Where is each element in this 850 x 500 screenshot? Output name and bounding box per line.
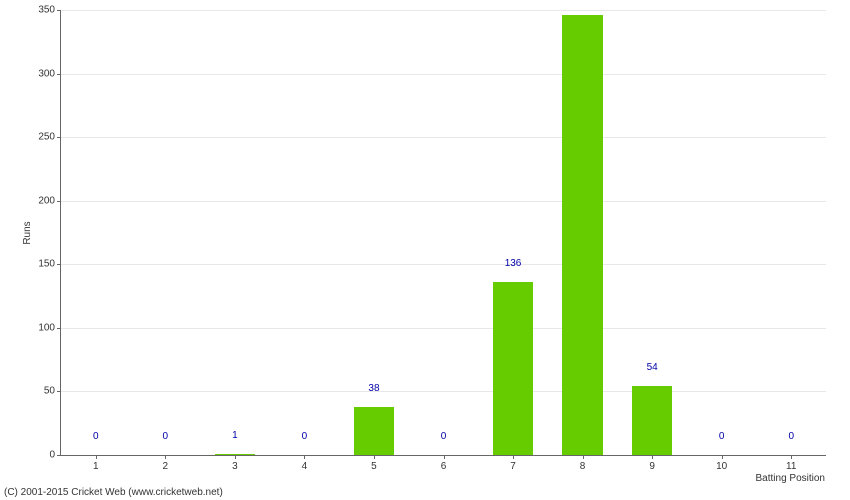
x-tick-label: 5 — [371, 461, 377, 472]
bar-value-label: 0 — [163, 431, 169, 442]
gridline — [61, 137, 826, 138]
bar-value-label: 54 — [647, 362, 658, 373]
y-tick-label: 0 — [49, 450, 55, 461]
copyright-text: (C) 2001-2015 Cricket Web (www.cricketwe… — [4, 487, 223, 498]
y-tick-label: 250 — [38, 132, 55, 143]
bar-value-label: 1 — [232, 430, 238, 441]
bar-value-label: 0 — [788, 431, 794, 442]
x-tick-mark — [722, 455, 723, 459]
x-tick-mark — [374, 455, 375, 459]
x-tick-label: 2 — [163, 461, 169, 472]
x-tick-label: 11 — [786, 461, 796, 472]
gridline — [61, 328, 826, 329]
bar-value-label: 346 — [574, 0, 591, 2]
bar-value-label: 38 — [368, 383, 379, 394]
x-tick-label: 4 — [302, 461, 308, 472]
plot-area: 0501001502002503003501020314053860713683… — [60, 10, 826, 456]
x-tick-label: 7 — [510, 461, 516, 472]
x-tick-mark — [444, 455, 445, 459]
gridline — [61, 74, 826, 75]
gridline — [61, 201, 826, 202]
bar-value-label: 0 — [302, 431, 308, 442]
bar — [215, 454, 255, 455]
y-tick-mark — [57, 201, 61, 202]
y-tick-mark — [57, 74, 61, 75]
y-tick-mark — [57, 264, 61, 265]
x-tick-label: 1 — [93, 461, 99, 472]
gridline — [61, 391, 826, 392]
bar — [354, 407, 394, 455]
x-tick-label: 6 — [441, 461, 447, 472]
bar — [562, 15, 602, 455]
bar — [493, 282, 533, 455]
y-tick-mark — [57, 391, 61, 392]
y-tick-label: 50 — [44, 386, 55, 397]
chart-container: 0501001502002503003501020314053860713683… — [0, 0, 850, 500]
x-tick-mark — [513, 455, 514, 459]
bar-value-label: 0 — [719, 431, 725, 442]
y-tick-label: 200 — [38, 195, 55, 206]
bar-value-label: 0 — [441, 431, 447, 442]
y-tick-label: 350 — [38, 5, 55, 16]
bar-value-label: 0 — [93, 431, 99, 442]
x-tick-mark — [96, 455, 97, 459]
x-tick-label: 3 — [232, 461, 238, 472]
y-tick-label: 300 — [38, 68, 55, 79]
x-tick-label: 10 — [716, 461, 727, 472]
y-axis-title: Runs — [22, 221, 33, 244]
y-tick-mark — [57, 10, 61, 11]
x-tick-mark — [791, 455, 792, 459]
y-tick-mark — [57, 328, 61, 329]
y-tick-mark — [57, 137, 61, 138]
x-tick-label: 8 — [580, 461, 586, 472]
y-tick-label: 100 — [38, 322, 55, 333]
gridline — [61, 264, 826, 265]
x-axis-title: Batting Position — [756, 473, 826, 484]
x-tick-mark — [304, 455, 305, 459]
gridline — [61, 10, 826, 11]
bar-value-label: 136 — [505, 258, 522, 269]
y-tick-mark — [57, 455, 61, 456]
x-tick-mark — [165, 455, 166, 459]
x-tick-mark — [583, 455, 584, 459]
bar — [632, 386, 672, 455]
y-tick-label: 150 — [38, 259, 55, 270]
x-tick-mark — [235, 455, 236, 459]
x-tick-mark — [652, 455, 653, 459]
x-tick-label: 9 — [649, 461, 655, 472]
